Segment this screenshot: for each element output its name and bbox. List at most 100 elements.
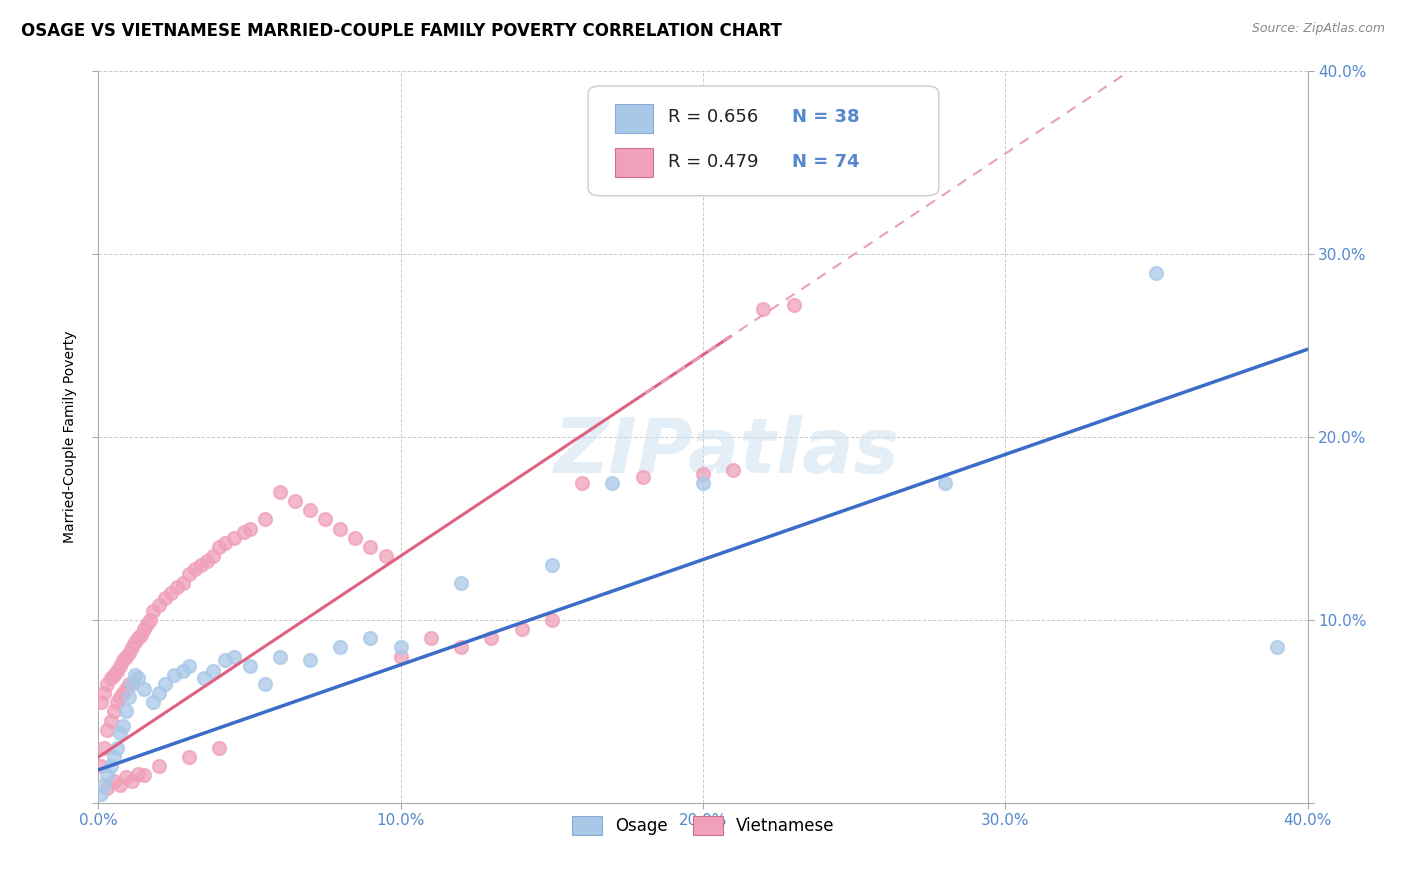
Point <box>510 622 533 636</box>
Point <box>329 640 352 655</box>
Point <box>135 616 157 631</box>
Point <box>193 672 215 686</box>
Point <box>105 664 128 678</box>
Point <box>111 686 134 700</box>
Point <box>103 705 125 719</box>
Point <box>214 653 236 667</box>
Point <box>111 719 134 733</box>
Point <box>571 475 593 490</box>
Point <box>114 770 136 784</box>
Point <box>124 635 146 649</box>
Point <box>105 740 128 755</box>
Text: OSAGE VS VIETNAMESE MARRIED-COUPLE FAMILY POVERTY CORRELATION CHART: OSAGE VS VIETNAMESE MARRIED-COUPLE FAMIL… <box>21 22 782 40</box>
Point <box>124 667 146 681</box>
Text: Source: ZipAtlas.com: Source: ZipAtlas.com <box>1251 22 1385 36</box>
Point <box>132 682 155 697</box>
Point <box>160 585 183 599</box>
Point <box>118 690 141 704</box>
Point <box>344 531 367 545</box>
Point <box>142 604 165 618</box>
Point <box>148 759 170 773</box>
Point <box>179 750 201 764</box>
Point <box>190 558 212 573</box>
Text: N = 38: N = 38 <box>793 108 860 126</box>
Point <box>103 667 125 681</box>
Point <box>389 640 412 655</box>
Point <box>179 658 201 673</box>
Point <box>96 768 118 782</box>
Point <box>224 531 246 545</box>
Point <box>239 521 262 535</box>
Point <box>314 512 336 526</box>
Point <box>179 567 201 582</box>
Point <box>132 768 155 782</box>
Point <box>108 726 131 740</box>
Point <box>481 632 503 646</box>
Point <box>232 525 254 540</box>
Point <box>163 667 186 681</box>
Point <box>172 664 194 678</box>
Point <box>129 627 152 641</box>
Point <box>389 649 412 664</box>
Point <box>692 467 714 481</box>
Point <box>100 714 122 728</box>
Point <box>540 613 562 627</box>
Point <box>602 475 624 490</box>
Point <box>93 778 115 792</box>
Legend: Osage, Vietnamese: Osage, Vietnamese <box>565 809 841 842</box>
Point <box>90 695 112 709</box>
Point <box>692 475 714 490</box>
Point <box>114 705 136 719</box>
Point <box>127 672 149 686</box>
Point <box>374 549 396 563</box>
Point <box>195 554 218 568</box>
Point <box>360 540 382 554</box>
Point <box>100 759 122 773</box>
Point <box>360 632 382 646</box>
Point <box>100 672 122 686</box>
Point <box>934 475 956 490</box>
Point <box>253 512 276 526</box>
Point <box>127 632 149 646</box>
Point <box>93 686 115 700</box>
Point <box>118 646 141 660</box>
Point <box>142 695 165 709</box>
Point <box>202 664 225 678</box>
Text: ZIPatlas: ZIPatlas <box>554 415 900 489</box>
Point <box>108 778 131 792</box>
Point <box>90 759 112 773</box>
Point <box>96 677 118 691</box>
Point <box>108 690 131 704</box>
Point <box>114 649 136 664</box>
Point <box>299 503 322 517</box>
Point <box>153 591 176 605</box>
Point <box>148 686 170 700</box>
Point <box>166 580 188 594</box>
Point <box>121 640 143 655</box>
Point <box>269 485 291 500</box>
Point <box>783 298 806 312</box>
Point <box>121 773 143 788</box>
Text: R = 0.479: R = 0.479 <box>668 153 758 170</box>
Point <box>208 740 231 755</box>
Point <box>420 632 443 646</box>
Point <box>172 576 194 591</box>
Point <box>253 677 276 691</box>
Point <box>224 649 246 664</box>
Point <box>132 622 155 636</box>
Point <box>153 677 176 691</box>
Point <box>121 677 143 691</box>
Point <box>540 558 562 573</box>
Bar <box>614 104 654 133</box>
Text: R = 0.656: R = 0.656 <box>668 108 758 126</box>
Point <box>108 658 131 673</box>
Point <box>111 653 134 667</box>
Point <box>723 463 745 477</box>
Point <box>148 599 170 613</box>
Point <box>1144 266 1167 280</box>
Point <box>239 658 262 673</box>
Point <box>214 536 236 550</box>
Point <box>284 494 307 508</box>
Point <box>90 787 112 801</box>
Point <box>103 750 125 764</box>
